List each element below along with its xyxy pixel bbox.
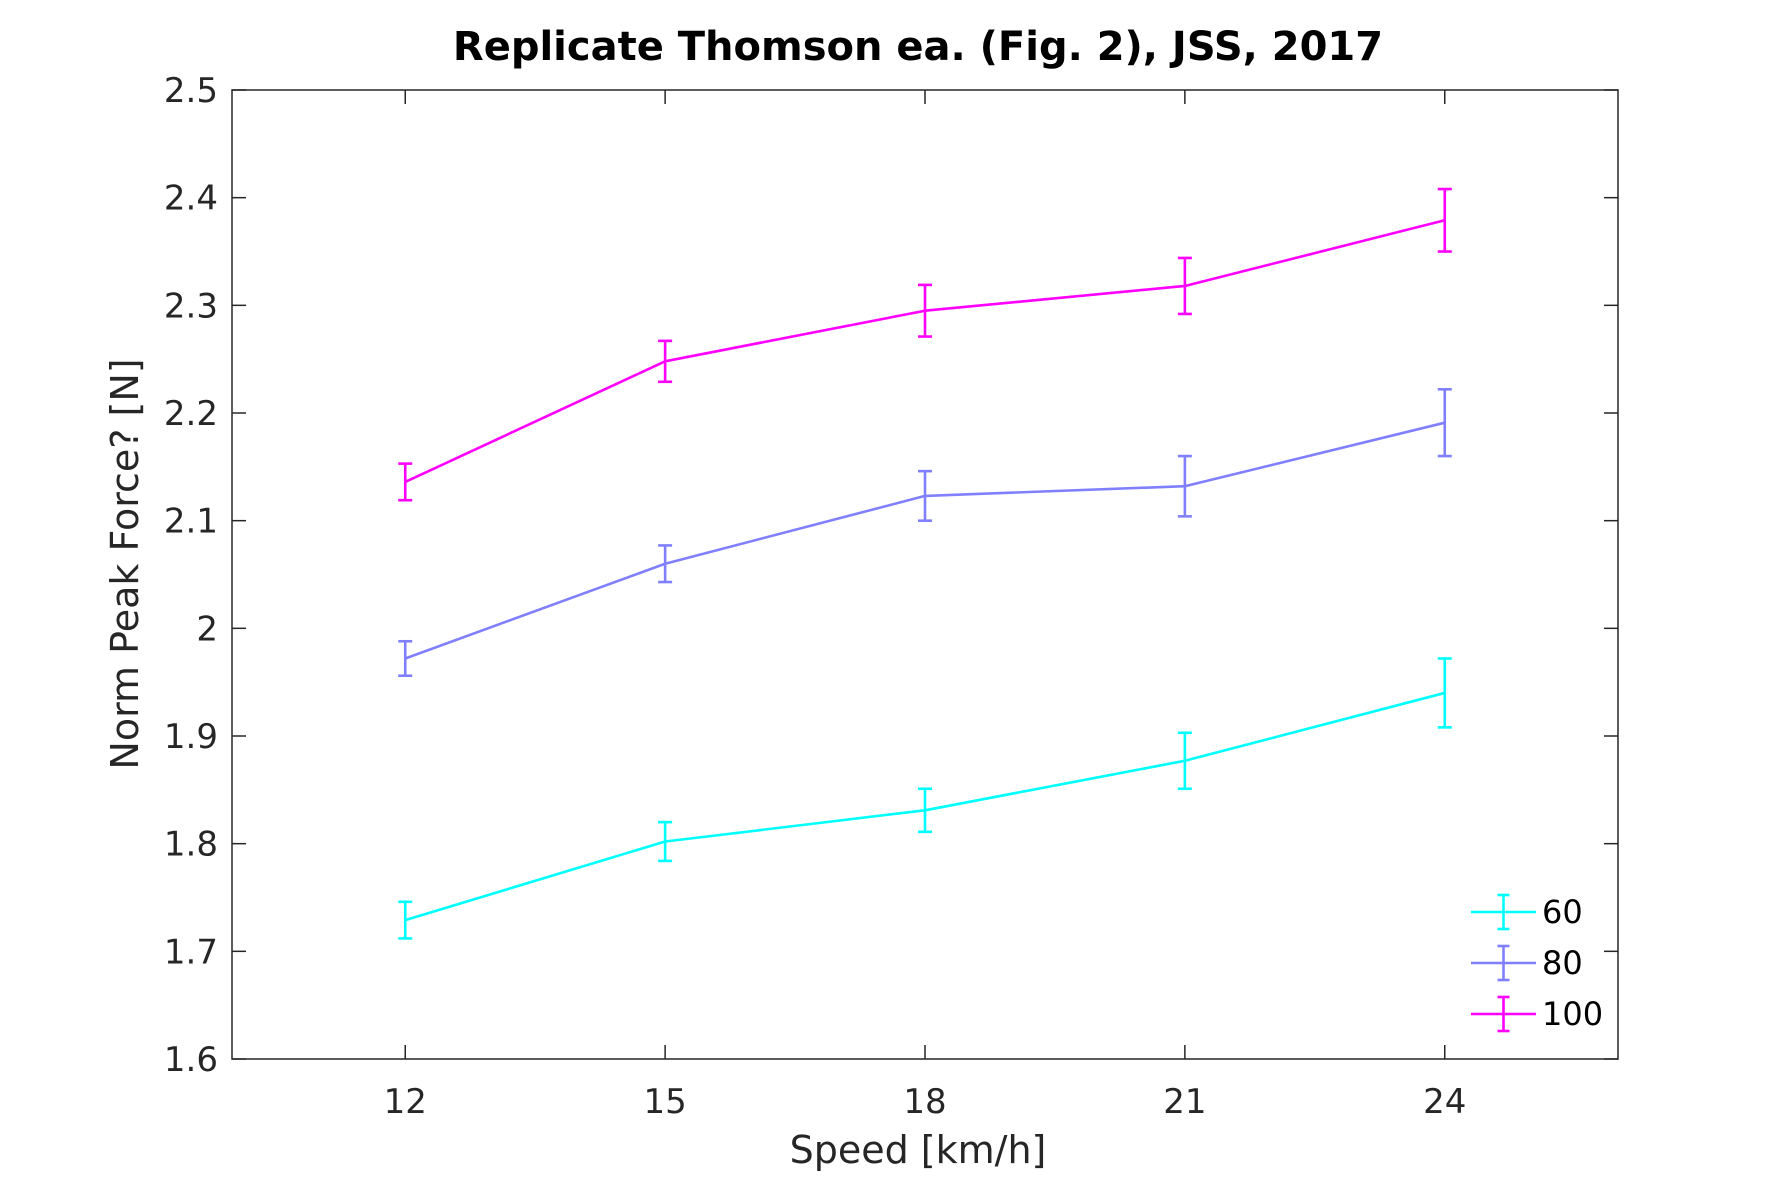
x-tick-label: 18 xyxy=(903,1082,946,1122)
legend: 60 80 100 xyxy=(1471,893,1603,1033)
data-point xyxy=(404,919,406,921)
error-bar xyxy=(1177,454,1192,518)
data-point xyxy=(404,657,406,659)
error-bar xyxy=(1177,731,1192,791)
y-tick-label: 1.9 xyxy=(164,717,218,757)
x-axis-label: Speed [km/h] xyxy=(790,1128,1047,1172)
y-tick-label: 2.4 xyxy=(164,179,218,219)
series-60 xyxy=(398,657,1452,940)
data-point xyxy=(404,481,406,483)
data-point xyxy=(664,841,666,843)
y-tick-label: 1.7 xyxy=(164,932,218,972)
legend-item-60: 60 xyxy=(1471,893,1583,931)
data-point xyxy=(1444,692,1446,694)
chart-title: Replicate Thomson ea. (Fig. 2), JSS, 201… xyxy=(453,24,1383,70)
y-tick-label: 2 xyxy=(196,609,218,649)
legend-label: 60 xyxy=(1542,893,1583,931)
x-tick-label: 21 xyxy=(1163,1082,1206,1122)
series-line xyxy=(404,421,1446,660)
x-tick-label: 15 xyxy=(643,1082,686,1122)
y-tick-label: 1.6 xyxy=(164,1040,218,1080)
data-point xyxy=(1444,422,1446,424)
x-tick-label: 12 xyxy=(384,1082,427,1122)
error-bar xyxy=(398,462,413,502)
series-line xyxy=(404,219,1446,484)
data-point xyxy=(1184,285,1186,287)
error-bar xyxy=(918,283,932,338)
y-tick-label: 2.1 xyxy=(164,502,218,542)
data-point xyxy=(1444,219,1446,221)
error-bar xyxy=(1437,187,1452,253)
error-bar xyxy=(918,469,932,522)
series-100 xyxy=(398,187,1452,502)
error-bar xyxy=(1437,388,1452,458)
data-point xyxy=(664,563,666,565)
error-bar xyxy=(918,787,932,834)
data-point xyxy=(1184,760,1186,762)
y-tick-label: 2.5 xyxy=(164,71,218,111)
error-bar xyxy=(658,544,673,584)
error-bar xyxy=(398,900,413,940)
data-point xyxy=(924,310,926,312)
data-point xyxy=(924,809,926,811)
plot-area: 12 15 18 21 24 1.6 1.7 1.8 1.9 2 2.1 2.2 2.3 2.4 2.5 xyxy=(164,71,1619,1122)
axes-box xyxy=(231,89,1619,1060)
y-tick-label: 2.2 xyxy=(164,394,218,434)
x-tick-label: 24 xyxy=(1423,1082,1466,1122)
data-point xyxy=(1184,485,1186,487)
y-axis-label: Norm Peak Force? [N] xyxy=(103,358,147,769)
legend-label: 80 xyxy=(1542,944,1583,982)
error-bar xyxy=(1177,256,1192,316)
legend-item-80: 80 xyxy=(1471,944,1583,982)
legend-item-100: 100 xyxy=(1471,995,1603,1033)
error-bar xyxy=(1437,657,1452,729)
error-bar xyxy=(398,639,413,678)
y-tick-label: 2.3 xyxy=(164,286,218,326)
y-tick-label: 1.8 xyxy=(164,825,218,865)
legend-label: 100 xyxy=(1542,995,1603,1033)
error-bar xyxy=(658,820,673,863)
data-point xyxy=(924,495,926,497)
series-80 xyxy=(398,388,1452,678)
error-bar xyxy=(658,339,673,384)
data-point xyxy=(664,360,666,362)
